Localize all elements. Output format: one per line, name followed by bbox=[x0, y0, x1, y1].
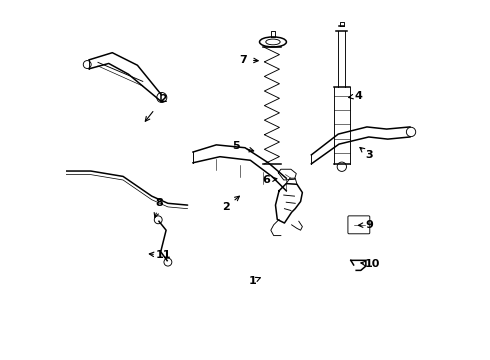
Text: 3: 3 bbox=[365, 150, 372, 160]
Text: 9: 9 bbox=[366, 220, 374, 230]
Text: 2: 2 bbox=[222, 202, 230, 212]
Text: 10: 10 bbox=[365, 259, 380, 269]
Text: 11: 11 bbox=[155, 250, 171, 260]
Text: 5: 5 bbox=[232, 141, 240, 151]
Text: 6: 6 bbox=[262, 175, 270, 185]
Text: 7: 7 bbox=[239, 55, 247, 65]
Text: 4: 4 bbox=[354, 91, 362, 101]
Text: 8: 8 bbox=[156, 198, 164, 208]
Text: 1: 1 bbox=[248, 276, 256, 286]
Text: 2: 2 bbox=[159, 94, 167, 104]
